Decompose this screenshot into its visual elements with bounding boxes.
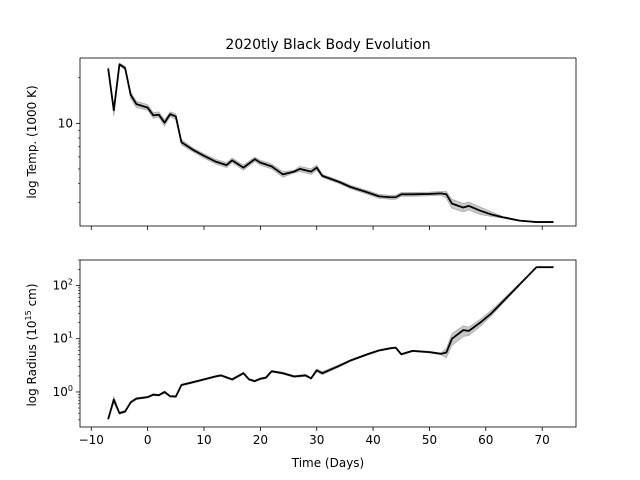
radius-x-tick-label: 10 (196, 433, 211, 447)
temperature-uncertainty-band (107, 62, 554, 223)
x-axis-label: Time (Days) (291, 456, 365, 470)
radius-x-tick-label: 60 (478, 433, 493, 447)
radius-y-tick-label: 102 (53, 277, 73, 292)
radius-x-tick-label: 70 (535, 433, 550, 447)
radius-series-line (107, 266, 554, 420)
radius-y-axis-label-base: log Radius (10 (25, 320, 39, 406)
chart-title: 2020tly Black Body Evolution (225, 37, 430, 53)
radius-y-axis-label: log Radius (1015 cm) (24, 283, 39, 406)
radius-plot-frame (79, 259, 577, 428)
radius-x-tick-label: 40 (365, 433, 380, 447)
temperature-y-axis-label: log Temp. (1000 K) (25, 85, 39, 198)
temperature-y-tick-label: 10 (58, 116, 73, 130)
radius-x-tick-label: 20 (253, 433, 268, 447)
radius-x-tick-label: −10 (79, 433, 104, 447)
temperature-series-line (107, 63, 554, 223)
radius-y-tick-label: 100 (53, 384, 73, 399)
temperature-panel: 10 (58, 57, 577, 230)
radius-x-tick-label: 0 (144, 433, 152, 447)
radius-y-axis-label-exponent: 15 (24, 310, 33, 320)
radius-x-tick-label: 50 (422, 433, 437, 447)
radius-y-tick-label: 101 (53, 331, 73, 346)
radius-y-axis-label-tail: cm) (25, 283, 39, 310)
temperature-plot-frame (79, 57, 577, 227)
radius-x-tick-label: 30 (309, 433, 324, 447)
radius-panel: −10 0 10 20 30 40 50 60 70 100 101 102 (53, 259, 577, 447)
